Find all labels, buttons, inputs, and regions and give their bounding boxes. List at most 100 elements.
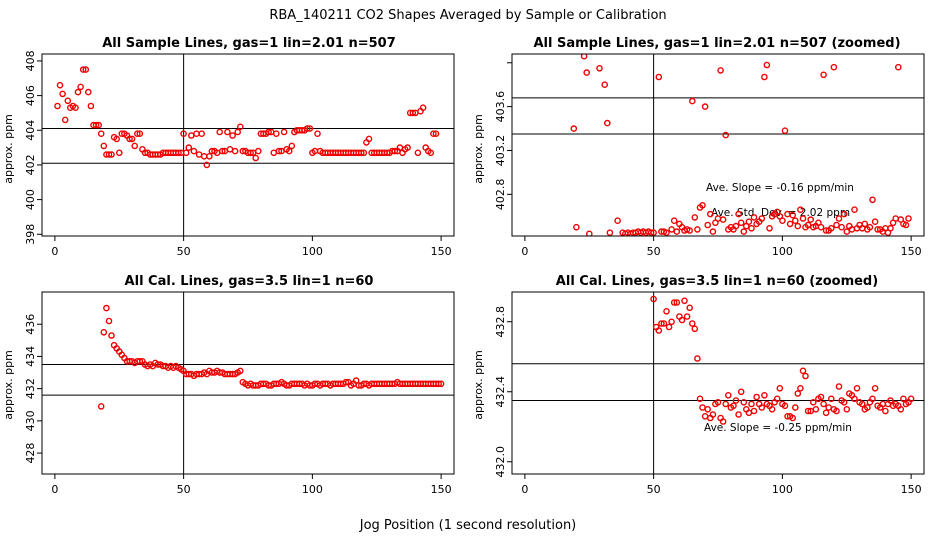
data-point	[586, 230, 593, 236]
data-point	[781, 127, 789, 134]
data-point	[77, 83, 84, 91]
x-tick-label: 100	[302, 245, 323, 258]
data-point	[758, 215, 766, 222]
data-point	[699, 404, 706, 411]
data-point	[437, 380, 445, 388]
data-point	[95, 121, 102, 129]
data-point	[804, 407, 812, 415]
data-point	[689, 320, 696, 327]
data-point	[773, 395, 781, 403]
data-point	[116, 149, 123, 157]
data-point	[740, 228, 748, 235]
data-point	[180, 130, 187, 137]
data-point	[732, 397, 740, 404]
data-point	[604, 119, 611, 127]
data-point	[234, 128, 241, 136]
data-point	[689, 97, 696, 105]
data-point	[61, 116, 69, 124]
data-point	[737, 219, 745, 227]
data-point	[691, 214, 699, 221]
data-point	[105, 151, 113, 158]
data-point	[187, 132, 195, 139]
data-point	[820, 400, 827, 408]
data-point	[895, 63, 902, 71]
data-point	[247, 149, 254, 157]
data-point	[817, 393, 825, 401]
y-tick-label: 430	[24, 410, 37, 431]
data-point	[853, 384, 861, 392]
data-point	[236, 367, 244, 375]
data-point	[768, 405, 776, 413]
data-point	[100, 328, 108, 336]
data-point	[750, 214, 758, 221]
data-point	[709, 411, 717, 418]
data-point	[660, 320, 668, 327]
x-tick-label: 50	[177, 483, 191, 496]
data-point	[722, 400, 730, 408]
data-point	[218, 147, 226, 155]
data-point	[830, 63, 838, 71]
x-tick-label: 0	[521, 245, 528, 258]
data-point	[817, 223, 825, 231]
data-point	[838, 223, 845, 231]
data-point	[719, 216, 727, 223]
x-tick-label: 100	[302, 483, 323, 496]
data-point	[694, 226, 701, 233]
data-point	[874, 226, 881, 233]
x-tick-label: 0	[51, 245, 58, 258]
data-point	[285, 147, 293, 155]
data-point	[722, 131, 730, 139]
data-point	[701, 412, 709, 420]
data-point	[750, 407, 758, 415]
x-tick-label: 50	[647, 245, 661, 258]
y-tick-label: 432.8	[494, 306, 507, 338]
data-point	[614, 217, 621, 224]
x-tick-label: 150	[431, 245, 452, 258]
data-point	[105, 317, 113, 325]
data-point	[840, 398, 848, 406]
data-point	[435, 380, 442, 388]
data-point	[391, 147, 399, 155]
data-point	[236, 123, 244, 131]
data-point	[776, 384, 784, 392]
data-point	[126, 135, 133, 143]
data-point	[871, 384, 879, 392]
data-point	[719, 418, 727, 425]
data-point	[804, 221, 812, 229]
data-point	[306, 125, 314, 132]
data-point	[833, 407, 840, 415]
data-point	[701, 103, 709, 110]
data-point	[869, 395, 876, 403]
y-axis-label: approx. ppm	[472, 114, 485, 184]
data-point	[799, 215, 807, 222]
data-point	[655, 327, 663, 334]
data-point	[725, 391, 732, 399]
slope-annotation: Ave. Slope = -0.16 ppm/min	[706, 182, 854, 194]
data-point	[737, 388, 745, 396]
data-point	[655, 73, 663, 81]
panel-title: All Cal. Lines, gas=3.5 lin=1 n=60 (zoom…	[556, 274, 878, 289]
data-point	[851, 206, 858, 213]
data-point	[668, 318, 675, 326]
data-point	[694, 355, 701, 362]
data-point	[745, 218, 753, 225]
data-point	[833, 221, 840, 229]
data-point	[175, 149, 182, 157]
data-point	[820, 71, 827, 79]
data-point	[799, 367, 807, 375]
data-point	[182, 149, 190, 157]
data-point	[748, 400, 755, 408]
data-point	[82, 66, 90, 73]
data-point	[735, 210, 742, 218]
data-point	[216, 128, 223, 136]
data-point	[133, 130, 141, 137]
x-tick-label: 100	[772, 245, 793, 258]
data-point	[681, 297, 688, 305]
data-point	[103, 304, 110, 312]
data-point	[887, 224, 894, 232]
data-point	[691, 325, 699, 333]
y-tick-label: 406	[24, 85, 37, 106]
figure-xlabel: Jog Position (1 second resolution)	[359, 518, 577, 533]
y-tick-label: 436	[24, 314, 37, 335]
